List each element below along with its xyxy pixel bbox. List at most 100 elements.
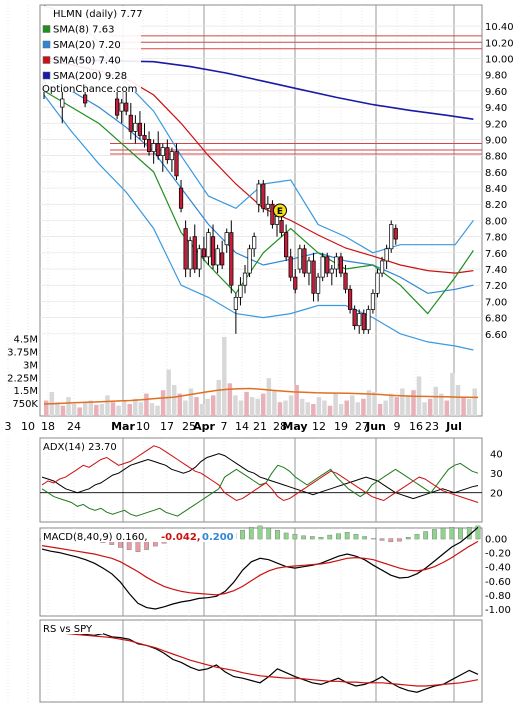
volume-bar [127, 403, 132, 416]
volume-bar [394, 397, 400, 416]
volume-bar [316, 397, 322, 416]
y-tick-label: 6.60 [485, 330, 507, 341]
volume-bar [166, 369, 171, 416]
x-tick-label: Jul [445, 420, 462, 433]
volume-bar [233, 395, 238, 416]
x-tick-label: Mar [111, 420, 135, 433]
adx-series-adx [41, 453, 479, 500]
volume-bar [249, 397, 255, 416]
macd-hist-value: 0.200 [202, 532, 234, 543]
volume-bar [105, 395, 110, 416]
candle-body [343, 272, 348, 290]
volume-bar [355, 402, 361, 416]
legend-entry: SMA(8) 7.63 [53, 25, 114, 36]
candle-body [279, 220, 284, 233]
candle-body [265, 203, 270, 209]
macd-histogram-bar [327, 534, 333, 540]
candle-body [174, 151, 179, 177]
volume-bar [133, 398, 138, 416]
volume-bar [422, 402, 427, 416]
macd-histogram-bar [318, 537, 324, 540]
earnings-marker [273, 203, 287, 218]
volume-tick-label: 1.5M [13, 386, 38, 397]
macd-histogram-bar [475, 525, 481, 540]
volume-bar [327, 405, 333, 416]
candle-body [210, 236, 216, 266]
macd-tick-label: -0.40 [485, 563, 511, 574]
macd-tick-label: 0.00 [485, 535, 507, 546]
legend-entry: SMA(20) 7.20 [53, 40, 121, 51]
y-tick-label: 9.60 [485, 87, 507, 98]
adx-title-background [41, 439, 121, 452]
candle-body [366, 309, 371, 331]
x-tick-label: 24 [67, 420, 81, 433]
volume-bar [188, 388, 194, 416]
candle-body [220, 252, 225, 266]
volume-bar [44, 400, 49, 416]
candle-body [247, 248, 252, 274]
legend-entry: SMA(200) 9.28 [53, 71, 127, 82]
macd-histogram-bar [257, 525, 263, 540]
volume-bar [333, 393, 338, 416]
macd-signal-value: -0.042, [161, 532, 201, 543]
volume-bar [183, 400, 188, 416]
candle-body [379, 260, 385, 274]
volume-bar [277, 402, 283, 416]
legend-swatch [42, 56, 51, 64]
candle-body [325, 256, 330, 274]
x-tick-label: 3 [5, 420, 12, 433]
volume-bar [244, 391, 249, 416]
candle-body [169, 151, 175, 161]
candle-body [224, 232, 229, 246]
candle-body [192, 236, 197, 270]
macd-histogram-bar [397, 538, 402, 542]
y-tick-label: 10.00 [485, 54, 514, 65]
volume-bar [405, 395, 411, 416]
candle-body [142, 135, 147, 140]
y-tick-label: 7.60 [485, 249, 507, 260]
macd-histogram-bar [266, 527, 272, 540]
macd-histogram-bar [301, 535, 306, 540]
candle-body [242, 272, 248, 286]
candle-body [197, 248, 202, 270]
legend-entry: SMA(50) 7.40 [53, 56, 121, 67]
candle-body [137, 122, 143, 136]
volume-bar [322, 400, 327, 416]
y-tick-label: 8.40 [485, 184, 507, 195]
rs-title-background [41, 621, 103, 634]
legend-entry: HLMN (daily) 7.77 [53, 9, 143, 20]
candle-body [261, 183, 266, 209]
candle-body [284, 232, 289, 258]
volume-bar [439, 393, 444, 416]
adx-tick-label: 30 [490, 469, 503, 480]
y-tick-label: 8.00 [485, 216, 507, 227]
volume-bar [272, 390, 277, 416]
volume-bar [99, 403, 105, 416]
volume-bar [160, 390, 166, 416]
x-tick-label: 18 [41, 420, 55, 433]
y-tick-label: 7.20 [485, 281, 507, 292]
candle-body [178, 187, 184, 209]
volume-bar [205, 398, 210, 416]
series-line-sma8 [43, 90, 474, 315]
volume-bar [177, 393, 183, 416]
x-tick-label: 27 [355, 420, 369, 433]
volume-tick-label: 3M [23, 360, 38, 371]
volume-tick-label: 2.25M [7, 373, 38, 384]
macd-histogram-bar [292, 534, 298, 540]
volume-bar [116, 405, 121, 416]
macd-histogram-bar [371, 538, 376, 540]
x-tick-label: 14 [235, 420, 249, 433]
candle-body [352, 309, 357, 327]
adx-tick-label: 40 [490, 450, 503, 461]
x-tick-label: 25 [182, 420, 196, 433]
candle-body [201, 248, 206, 258]
volume-bar [350, 395, 355, 416]
x-tick-label: May [282, 420, 307, 433]
volume-bar [110, 402, 116, 416]
legend-swatch [42, 40, 51, 49]
macd-histogram-bar [240, 529, 245, 540]
x-tick-label: 21 [253, 420, 267, 433]
